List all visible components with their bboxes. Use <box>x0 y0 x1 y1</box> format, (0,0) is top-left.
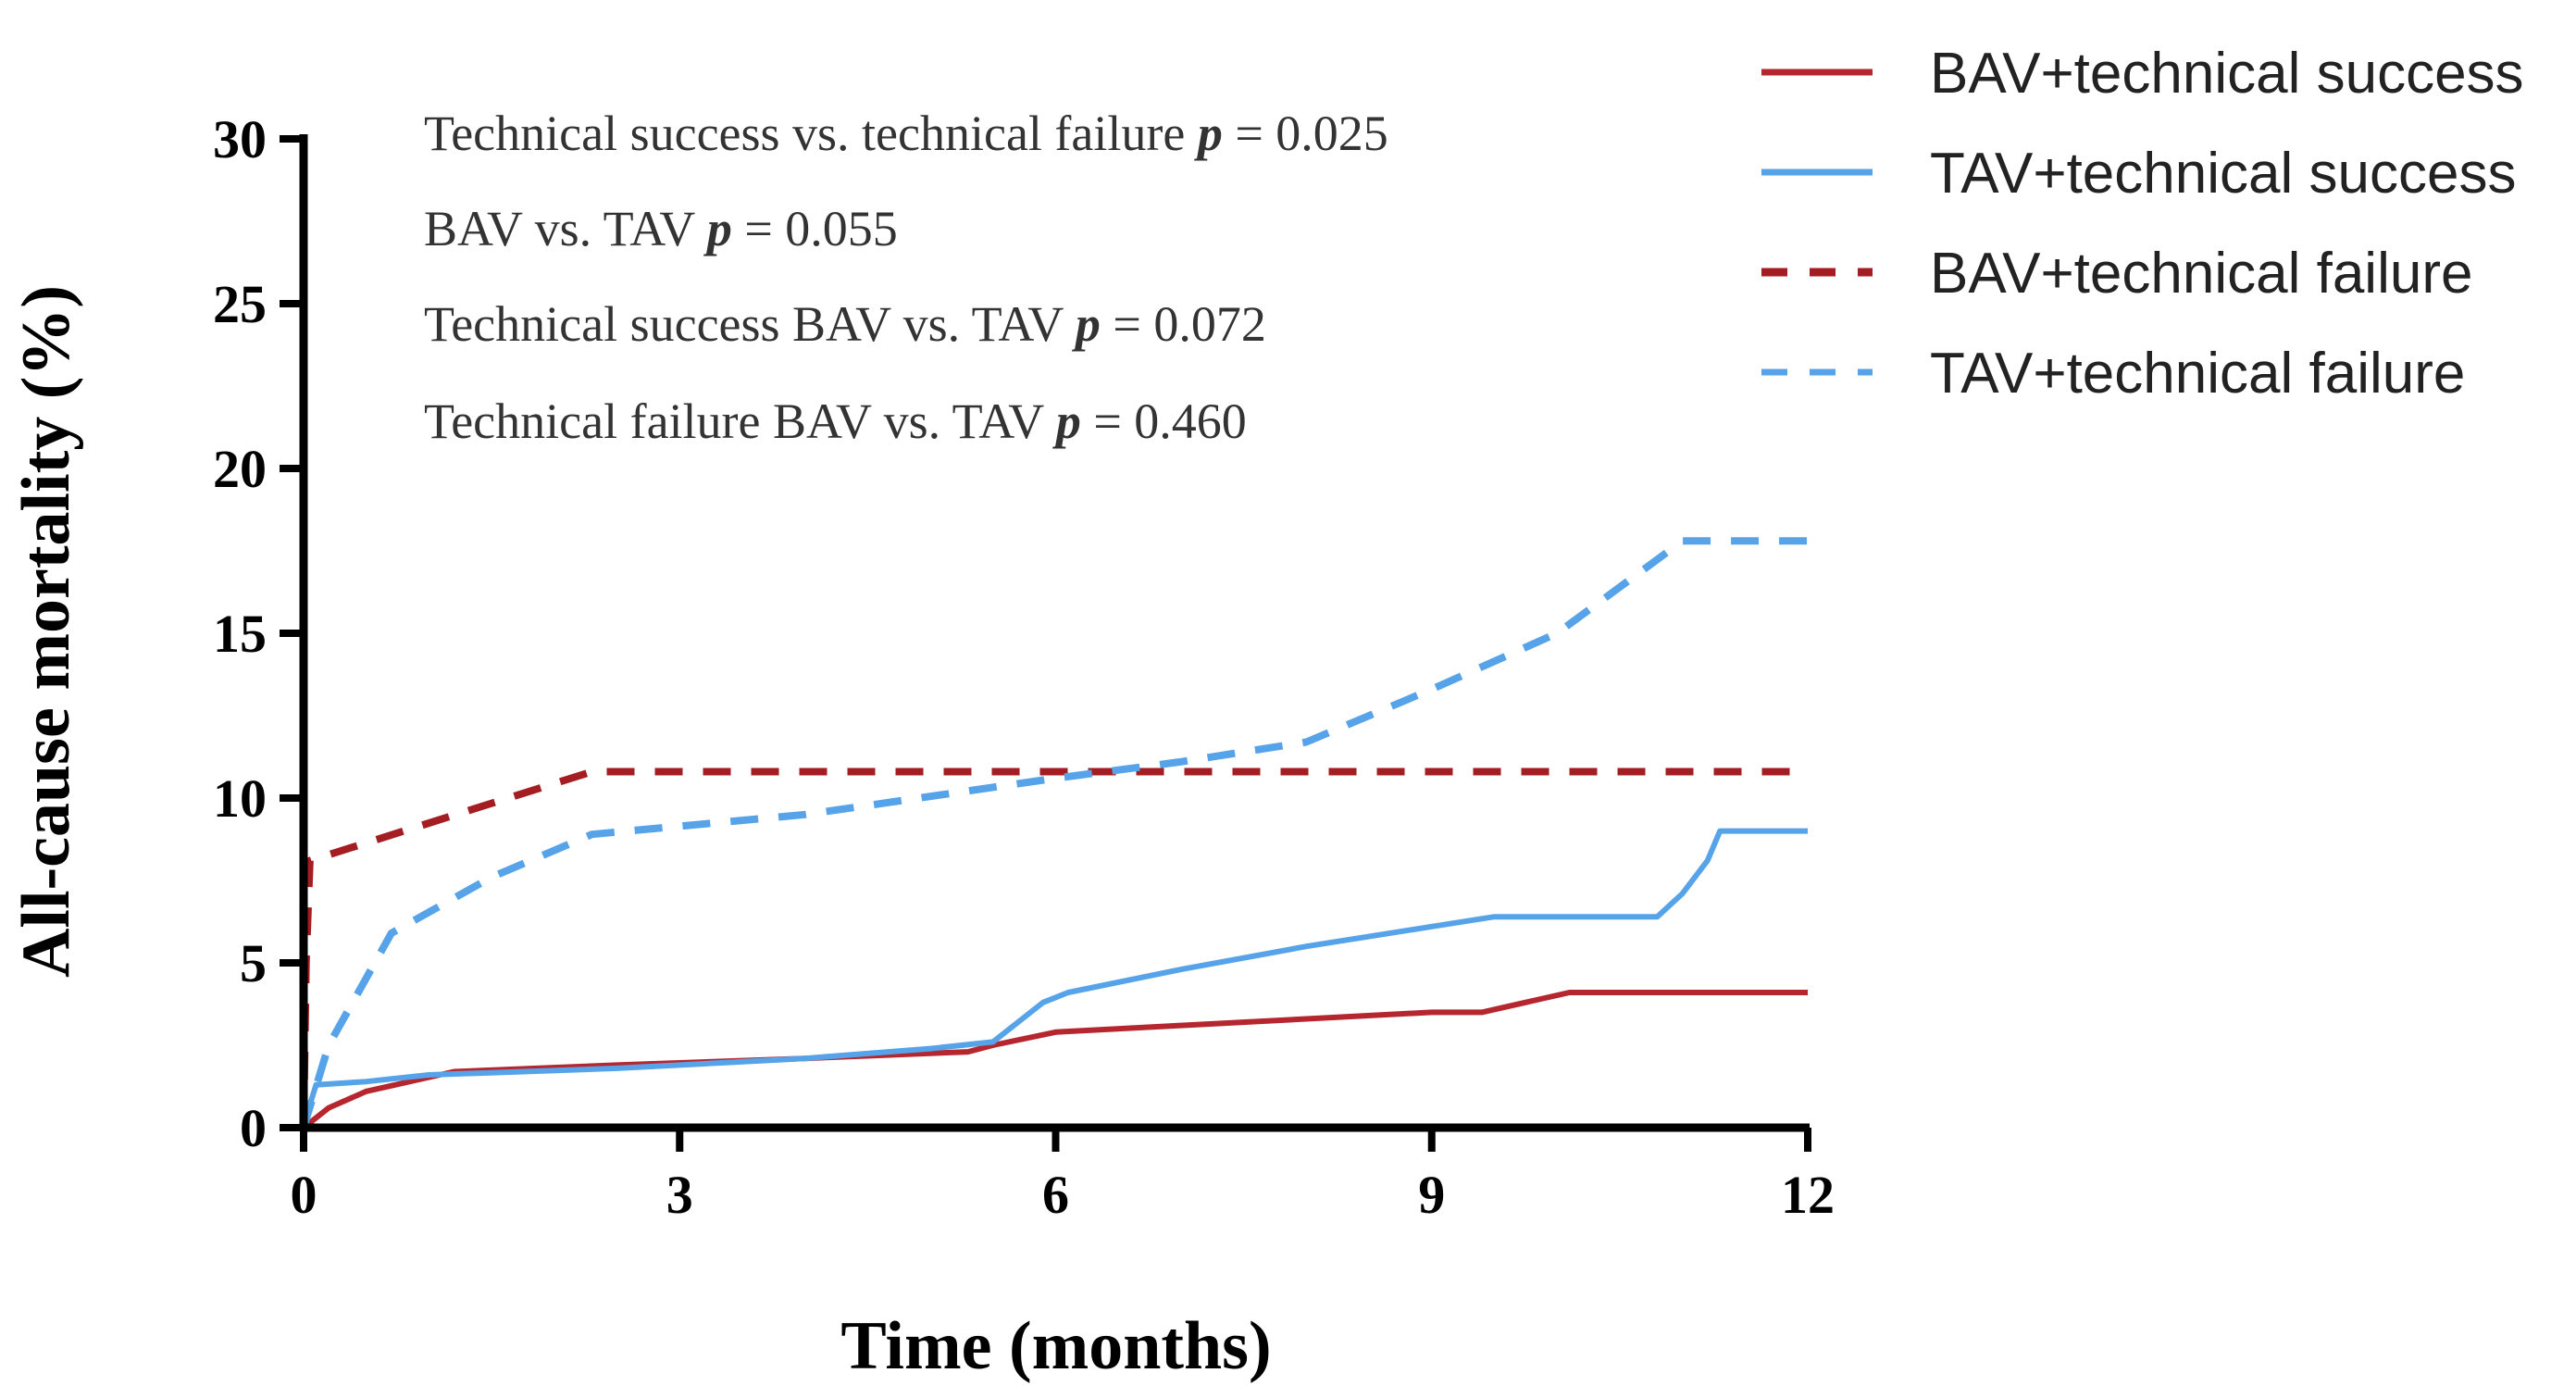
legend-label-bav-failure: BAV+technical failure <box>1930 242 2472 306</box>
ticks: 0 5 10 15 20 25 30 0 3 6 9 12 <box>213 109 1835 1225</box>
y-tick-label: 25 <box>213 274 267 334</box>
x-axis-title: Time (months) <box>840 1308 1271 1384</box>
x-tick-label: 0 <box>291 1165 317 1225</box>
annotation-3: Technical success BAV vs. TAV p = 0.072 <box>424 296 1266 352</box>
y-tick-label: 0 <box>240 1098 267 1158</box>
y-axis-title: All-cause mortality (%) <box>8 285 84 978</box>
annotations: Technical success vs. technical failure … <box>424 106 1388 449</box>
series-line-tav-technical-success <box>301 828 1808 1129</box>
legend-item-tav-failure: TAV+technical failure <box>1761 342 2465 406</box>
legend-item-tav-success: TAV+technical success <box>1761 142 2516 206</box>
legend-item-bav-success: BAV+technical success <box>1761 42 2524 106</box>
series-layer <box>300 537 1808 1130</box>
y-tick-label: 10 <box>213 768 267 829</box>
legend-item-bav-failure: BAV+technical failure <box>1761 242 2472 306</box>
legend-label-tav-failure: TAV+technical failure <box>1930 342 2465 406</box>
y-tick-label: 15 <box>213 604 267 664</box>
annotation-4: Technical failure BAV vs. TAV p = 0.460 <box>424 393 1247 449</box>
y-tick-label: 20 <box>213 439 267 499</box>
annotation-2: BAV vs. TAV p = 0.055 <box>424 201 898 256</box>
legend-label-tav-success: TAV+technical success <box>1930 142 2516 206</box>
x-tick-label: 12 <box>1781 1165 1835 1225</box>
x-tick-label: 6 <box>1042 1165 1069 1225</box>
series-line-tav-technical-failure <box>300 537 1808 1130</box>
y-tick-label: 30 <box>213 109 267 169</box>
x-tick-label: 3 <box>666 1165 693 1225</box>
legend-label-bav-success: BAV+technical success <box>1930 42 2524 106</box>
series-line-bav-technical-failure <box>300 768 1808 1129</box>
series-line-bav-technical-success <box>302 990 1808 1130</box>
legend: BAV+technical success TAV+technical succ… <box>1761 42 2524 406</box>
axes <box>299 134 1810 1132</box>
x-tick-label: 9 <box>1418 1165 1445 1225</box>
annotation-1: Technical success vs. technical failure … <box>424 106 1388 161</box>
y-tick-label: 5 <box>240 933 267 993</box>
